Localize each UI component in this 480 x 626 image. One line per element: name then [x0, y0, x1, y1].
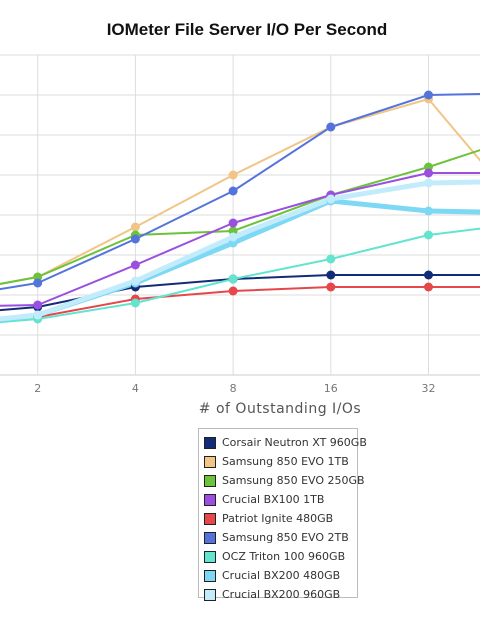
legend-label: Crucial BX200 960GB	[222, 588, 341, 601]
x-tick-label: 16	[324, 382, 338, 395]
legend-item: Samsung 850 EVO 250GB	[204, 471, 365, 490]
data-point	[424, 282, 433, 292]
series-lines	[0, 92, 480, 324]
data-point	[228, 186, 238, 196]
data-point	[228, 218, 238, 228]
data-point	[33, 310, 43, 320]
x-tick-label: 32	[422, 382, 436, 395]
legend-label: OCZ Triton 100 960GB	[222, 550, 346, 563]
legend-item: Crucial BX100 1TB	[204, 490, 357, 509]
legend-label: Patriot Ignite 480GB	[222, 512, 334, 525]
series-line-8	[0, 179, 480, 322]
data-point	[228, 232, 238, 242]
data-point	[228, 170, 238, 180]
legend-item: Crucial BX200 480GB	[204, 566, 357, 585]
legend-swatch	[204, 455, 216, 468]
series-line-5	[0, 92, 480, 291]
legend-label: Crucial BX200 480GB	[222, 569, 341, 582]
chart-title: IOMeter File Server I/O Per Second	[106, 20, 388, 39]
legend-swatch	[204, 588, 216, 601]
x-tick-label: 4	[132, 382, 139, 395]
legend-item: Patriot Ignite 480GB	[204, 509, 357, 528]
legend-label: Crucial BX100 1TB	[222, 493, 325, 506]
data-point	[424, 230, 433, 240]
legend: Corsair Neutron XT 960GB Samsung 850 EVO …	[198, 428, 367, 601]
series-points	[33, 90, 433, 324]
data-point	[424, 270, 433, 280]
data-point	[228, 274, 238, 284]
data-point	[130, 234, 140, 244]
data-point	[326, 122, 336, 132]
legend-label: Samsung 850 EVO 1TB	[222, 455, 349, 468]
x-axis-label: # of Outstanding I/Os	[198, 401, 362, 417]
data-point	[424, 206, 433, 216]
legend-item: Corsair Neutron XT 960GB	[204, 433, 367, 452]
legend-swatch	[204, 569, 216, 582]
data-point	[326, 282, 336, 292]
x-tick-labels: 1248163264	[34, 382, 436, 395]
legend-swatch	[204, 436, 216, 449]
data-point	[33, 300, 43, 310]
data-point	[424, 90, 433, 100]
legend-swatch	[204, 493, 216, 506]
legend-label: Corsair Neutron XT 960GB	[222, 436, 367, 449]
data-point	[130, 260, 140, 270]
legend-item: Samsung 850 EVO 1TB	[204, 452, 357, 471]
series-line-7	[0, 198, 480, 323]
legend-item: Crucial BX200 960GB	[204, 585, 357, 604]
data-point	[326, 194, 336, 204]
data-point	[326, 254, 336, 264]
series-line-1	[0, 98, 480, 285]
x-tick-label: 8	[230, 382, 237, 395]
data-point	[33, 278, 43, 288]
data-point	[326, 270, 336, 280]
legend-label: Samsung 850 EVO 2TB	[222, 531, 349, 544]
grid	[0, 54, 480, 376]
data-point	[130, 222, 140, 232]
x-tick-label: 2	[34, 382, 41, 395]
legend-swatch	[204, 550, 216, 563]
legend-item: Samsung 850 EVO 2TB	[204, 528, 357, 547]
legend-swatch	[204, 474, 216, 487]
data-point	[424, 178, 433, 188]
data-point	[228, 286, 238, 296]
data-point	[130, 276, 140, 286]
legend-label: Samsung 850 EVO 250GB	[222, 474, 365, 487]
data-point	[424, 168, 433, 178]
data-point	[130, 298, 140, 308]
legend-swatch	[204, 512, 216, 525]
legend-swatch	[204, 531, 216, 544]
legend-item: OCZ Triton 100 960GB	[204, 547, 357, 566]
chart-plot: 1248163264	[0, 54, 480, 395]
